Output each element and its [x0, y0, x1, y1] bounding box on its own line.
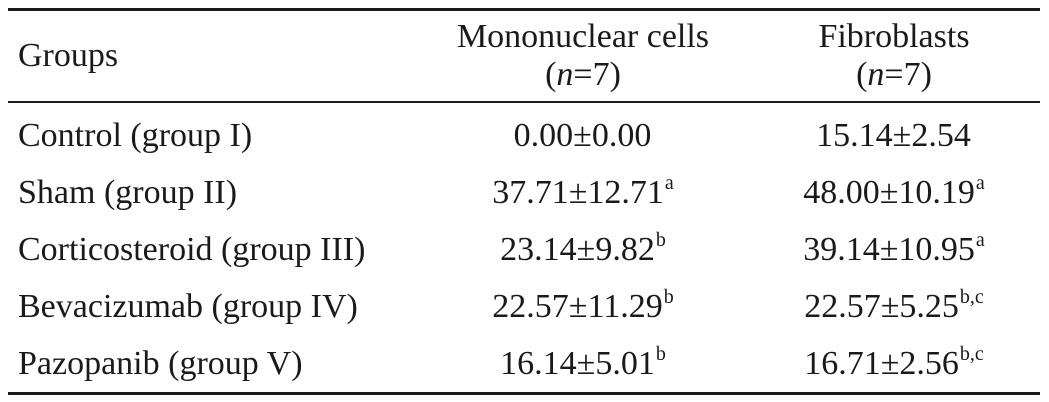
table-row: Sham (group II) 37.71±12.71a 48.00±10.19… — [8, 164, 1040, 221]
mononuclear-significance: a — [664, 171, 674, 194]
mononuclear-n-prefix: ( — [545, 56, 557, 93]
row-mononuclear-value: 23.14±9.82b — [418, 221, 748, 278]
row-mononuclear-value: 22.57±11.29b — [418, 278, 748, 335]
header-mononuclear-n: (n=7) — [418, 56, 748, 94]
header-mononuclear-cells: Mononuclear cells (n=7) — [418, 10, 748, 103]
fibroblasts-value: 22.57±5.25 — [804, 287, 959, 325]
mononuclear-value: 0.00±0.00 — [513, 116, 652, 154]
mononuclear-significance: b — [655, 228, 666, 251]
row-fibroblasts-value: 39.14±10.95a — [748, 221, 1040, 278]
table-row: Bevacizumab (group IV) 22.57±11.29b 22.5… — [8, 278, 1040, 335]
fibroblasts-significance: a — [975, 228, 985, 251]
mononuclear-value: 22.57±11.29 — [492, 287, 663, 325]
header-mononuclear-label: Mononuclear cells — [456, 18, 710, 55]
fibroblasts-n-prefix: ( — [856, 56, 868, 93]
row-fibroblasts-value: 15.14±2.54 — [748, 102, 1040, 164]
header-fibroblasts-n: (n=7) — [748, 56, 1040, 94]
row-fibroblasts-value: 48.00±10.19a — [748, 164, 1040, 221]
mononuclear-significance: b — [655, 342, 666, 365]
header-row: Groups Mononuclear cells (n=7) Fibroblas… — [8, 9, 1040, 103]
row-mononuclear-value: 37.71±12.71a — [418, 164, 748, 221]
fibroblasts-value: 48.00±10.19 — [803, 173, 975, 211]
results-table: Groups Mononuclear cells (n=7) Fibroblas… — [8, 8, 1040, 395]
fibroblasts-value: 16.71±2.56 — [804, 344, 959, 382]
table-body: Control (group I) 0.00±0.00 15.14±2.54 S… — [8, 102, 1040, 394]
row-group-name: Corticosteroid (group III) — [18, 230, 366, 268]
mononuclear-value: 37.71±12.71 — [492, 173, 664, 211]
table-row: Control (group I) 0.00±0.00 15.14±2.54 — [8, 102, 1040, 164]
row-mononuclear-value: 16.14±5.01b — [418, 335, 748, 394]
fibroblasts-significance: a — [975, 171, 985, 194]
mononuclear-n-variable: n — [556, 56, 574, 93]
fibroblasts-n-variable: n — [867, 56, 885, 93]
fibroblasts-significance: b,c — [959, 285, 984, 308]
row-fibroblasts-value: 16.71±2.56b,c — [748, 335, 1040, 394]
table-row: Corticosteroid (group III) 23.14±9.82b 3… — [8, 221, 1040, 278]
row-fibroblasts-value: 22.57±5.25b,c — [748, 278, 1040, 335]
mononuclear-significance: b — [663, 285, 674, 308]
header-fibroblasts: Fibroblasts (n=7) — [748, 10, 1040, 103]
fibroblasts-value: 39.14±10.95 — [803, 230, 975, 268]
mononuclear-n-value: =7) — [573, 56, 621, 93]
row-mononuclear-value: 0.00±0.00 — [418, 102, 748, 164]
fibroblasts-significance: b,c — [959, 342, 984, 365]
header-fibroblasts-label: Fibroblasts — [818, 18, 970, 55]
row-group-name: Control (group I) — [18, 116, 253, 154]
fibroblasts-value: 15.14±2.54 — [816, 116, 971, 154]
data-table-container: Groups Mononuclear cells (n=7) Fibroblas… — [8, 8, 1040, 395]
row-group-name: Pazopanib (group V) — [18, 344, 303, 382]
row-group-name: Sham (group II) — [18, 173, 238, 211]
header-groups: Groups — [18, 37, 119, 74]
mononuclear-value: 16.14±5.01 — [500, 344, 655, 382]
fibroblasts-n-value: =7) — [884, 56, 932, 93]
table-header: Groups Mononuclear cells (n=7) Fibroblas… — [8, 9, 1040, 103]
row-group-name: Bevacizumab (group IV) — [18, 287, 358, 325]
table-row: Pazopanib (group V) 16.14±5.01b 16.71±2.… — [8, 335, 1040, 394]
mononuclear-value: 23.14±9.82 — [500, 230, 655, 268]
